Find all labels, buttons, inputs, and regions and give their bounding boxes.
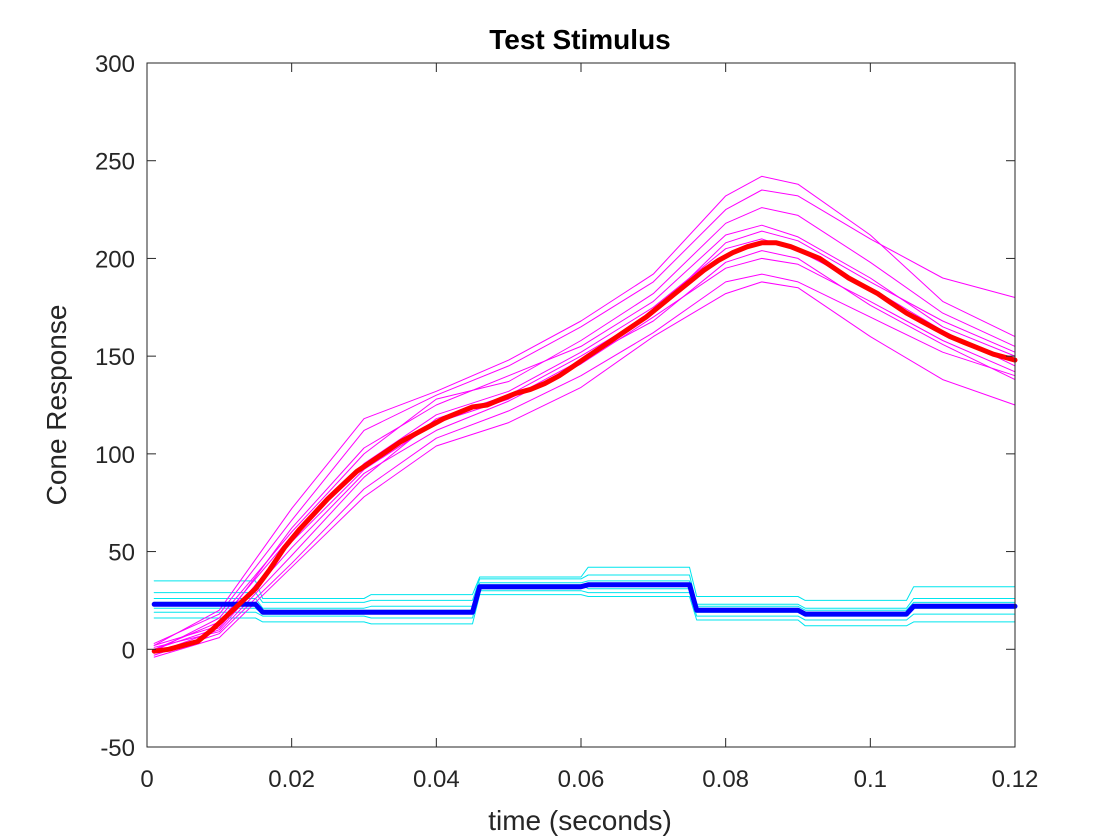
mean-stimulus-line [151, 582, 1018, 617]
x-axis-label: time (seconds) [488, 805, 672, 836]
response-trial-line-7 [153, 207, 1016, 652]
y-tick-label: -50 [100, 735, 135, 762]
chart-title: Test Stimulus [489, 24, 671, 55]
y-tick-label: 0 [122, 637, 135, 664]
response-trial-line-9 [153, 175, 1016, 646]
stimulus-trial-line-4 [153, 590, 1016, 621]
y-axis-label: Cone Response [41, 305, 72, 506]
response-trial-line-10 [153, 250, 1016, 650]
data-traces [151, 175, 1018, 658]
y-tick-label: 100 [95, 442, 135, 469]
x-tick-label: 0.02 [268, 766, 315, 793]
x-tick-label: 0 [140, 766, 153, 793]
response-trial-line-2 [153, 273, 1016, 656]
plot-area [147, 63, 1015, 747]
x-tick-label: 0.12 [992, 766, 1039, 793]
response-trial-line-8 [153, 281, 1016, 658]
x-tick-label: 0.06 [558, 766, 605, 793]
y-tick-label: 50 [108, 540, 135, 567]
y-tick-label: 250 [95, 149, 135, 176]
axes: 0 0.02 0.04 0.06 0.08 0.1 0.12-500501001502002… [95, 51, 1038, 793]
y-tick-label: 150 [95, 344, 135, 371]
x-tick-label: 0.04 [413, 766, 460, 793]
stimulus-trial-line-3 [153, 574, 1016, 609]
stimulus-trial-line-5 [153, 580, 1016, 611]
stimulus-trial-line-2 [153, 594, 1016, 627]
mean-response-line [151, 240, 1018, 654]
response-trial-line-1 [153, 224, 1016, 646]
stimulus-trial-line-1 [153, 566, 1016, 601]
y-tick-label: 300 [95, 51, 135, 78]
x-tick-label: 0.08 [702, 766, 749, 793]
y-tick-label: 200 [95, 246, 135, 273]
response-trial-line-5 [153, 189, 1016, 644]
x-tick-label: 0.1 [854, 766, 887, 793]
